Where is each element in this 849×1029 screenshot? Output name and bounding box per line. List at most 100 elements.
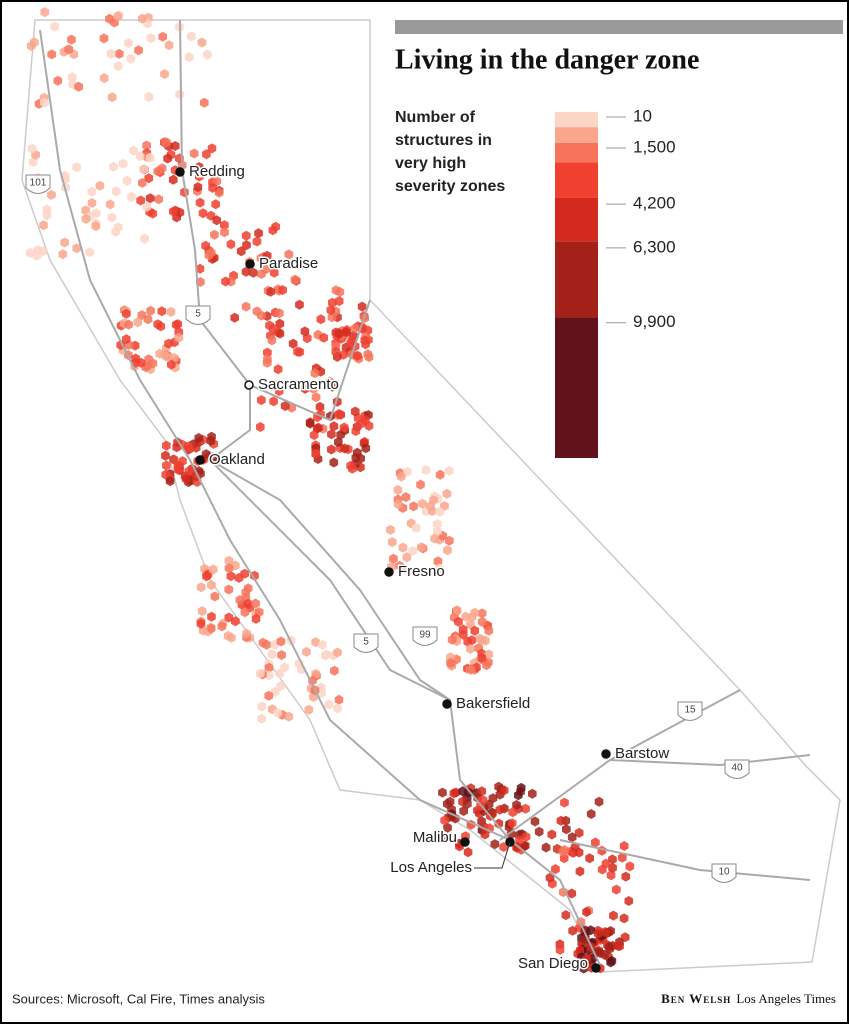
hex (74, 81, 83, 92)
hex (357, 301, 367, 312)
hex (174, 332, 184, 343)
hex (212, 176, 222, 187)
hex (161, 450, 170, 461)
hex (350, 323, 360, 334)
hex (269, 396, 278, 407)
hex (206, 247, 216, 258)
hex (326, 305, 336, 316)
hex (126, 53, 136, 64)
hex (67, 34, 76, 45)
legend-title: very high (395, 155, 466, 172)
hex (619, 841, 629, 851)
hex (148, 358, 158, 369)
hex (586, 809, 596, 819)
hex (257, 395, 266, 406)
hex (160, 69, 169, 79)
hex (586, 925, 595, 936)
hex (401, 492, 411, 503)
hex (300, 326, 310, 337)
hex (107, 92, 117, 103)
hex (421, 465, 431, 476)
hex (242, 628, 251, 639)
hex (183, 441, 193, 452)
hex (189, 148, 199, 159)
hex (282, 259, 291, 270)
hex (72, 162, 81, 173)
hex (91, 221, 101, 232)
hex (418, 498, 427, 509)
hex (490, 839, 500, 850)
hex (435, 469, 445, 480)
hex (197, 606, 207, 617)
legend-title: severity zones (395, 178, 505, 195)
hex (625, 861, 635, 872)
hex (276, 636, 286, 647)
hex (122, 334, 131, 345)
hex (166, 306, 176, 317)
hex (300, 383, 310, 394)
hex (154, 194, 163, 205)
hex (416, 479, 425, 490)
hex (568, 925, 577, 936)
hex (47, 189, 56, 200)
hex (68, 72, 77, 83)
city-dot (601, 749, 611, 759)
hex (417, 542, 426, 553)
byline-outlet: Los Angeles Times (736, 991, 836, 1006)
hex (293, 346, 302, 357)
hex (567, 832, 577, 843)
hex (361, 443, 371, 454)
shield (677, 701, 703, 721)
hex (619, 913, 629, 924)
hex (146, 305, 155, 316)
hex (184, 466, 194, 477)
hex (608, 862, 617, 873)
hex (167, 359, 176, 370)
hex (387, 537, 397, 547)
hex (241, 301, 251, 312)
hex (135, 151, 145, 162)
hex (267, 335, 277, 346)
hex (124, 38, 133, 48)
legend-bin (555, 241, 598, 318)
hex (142, 140, 151, 151)
hex (466, 619, 475, 630)
hex (319, 332, 329, 343)
hex (311, 392, 321, 403)
hex (113, 61, 123, 72)
hex (273, 364, 283, 375)
hex (264, 670, 274, 681)
hex (106, 48, 116, 59)
hex (275, 668, 284, 679)
leader (474, 841, 511, 869)
legend-bin (555, 317, 598, 458)
hex (440, 815, 449, 826)
hex (208, 182, 217, 193)
hex (514, 790, 523, 801)
hex (173, 464, 183, 475)
hex (541, 842, 551, 853)
city-dot (442, 699, 452, 709)
hex (217, 621, 227, 632)
hex (330, 665, 339, 676)
hex (360, 415, 370, 426)
hex (230, 312, 239, 323)
hex (269, 323, 278, 334)
hex (243, 598, 253, 609)
hex (585, 853, 594, 864)
hex (288, 338, 298, 349)
hex (169, 206, 178, 217)
hex (311, 448, 321, 459)
hex (295, 299, 304, 310)
hex (310, 368, 320, 379)
city-dot (460, 837, 470, 847)
hex (211, 199, 220, 210)
hex (477, 616, 487, 627)
hex (198, 208, 208, 219)
hex (274, 386, 284, 397)
city-dot (384, 567, 394, 577)
hex (435, 506, 444, 517)
hex (426, 501, 435, 511)
hex-layer (26, 7, 635, 974)
hex (58, 249, 68, 260)
